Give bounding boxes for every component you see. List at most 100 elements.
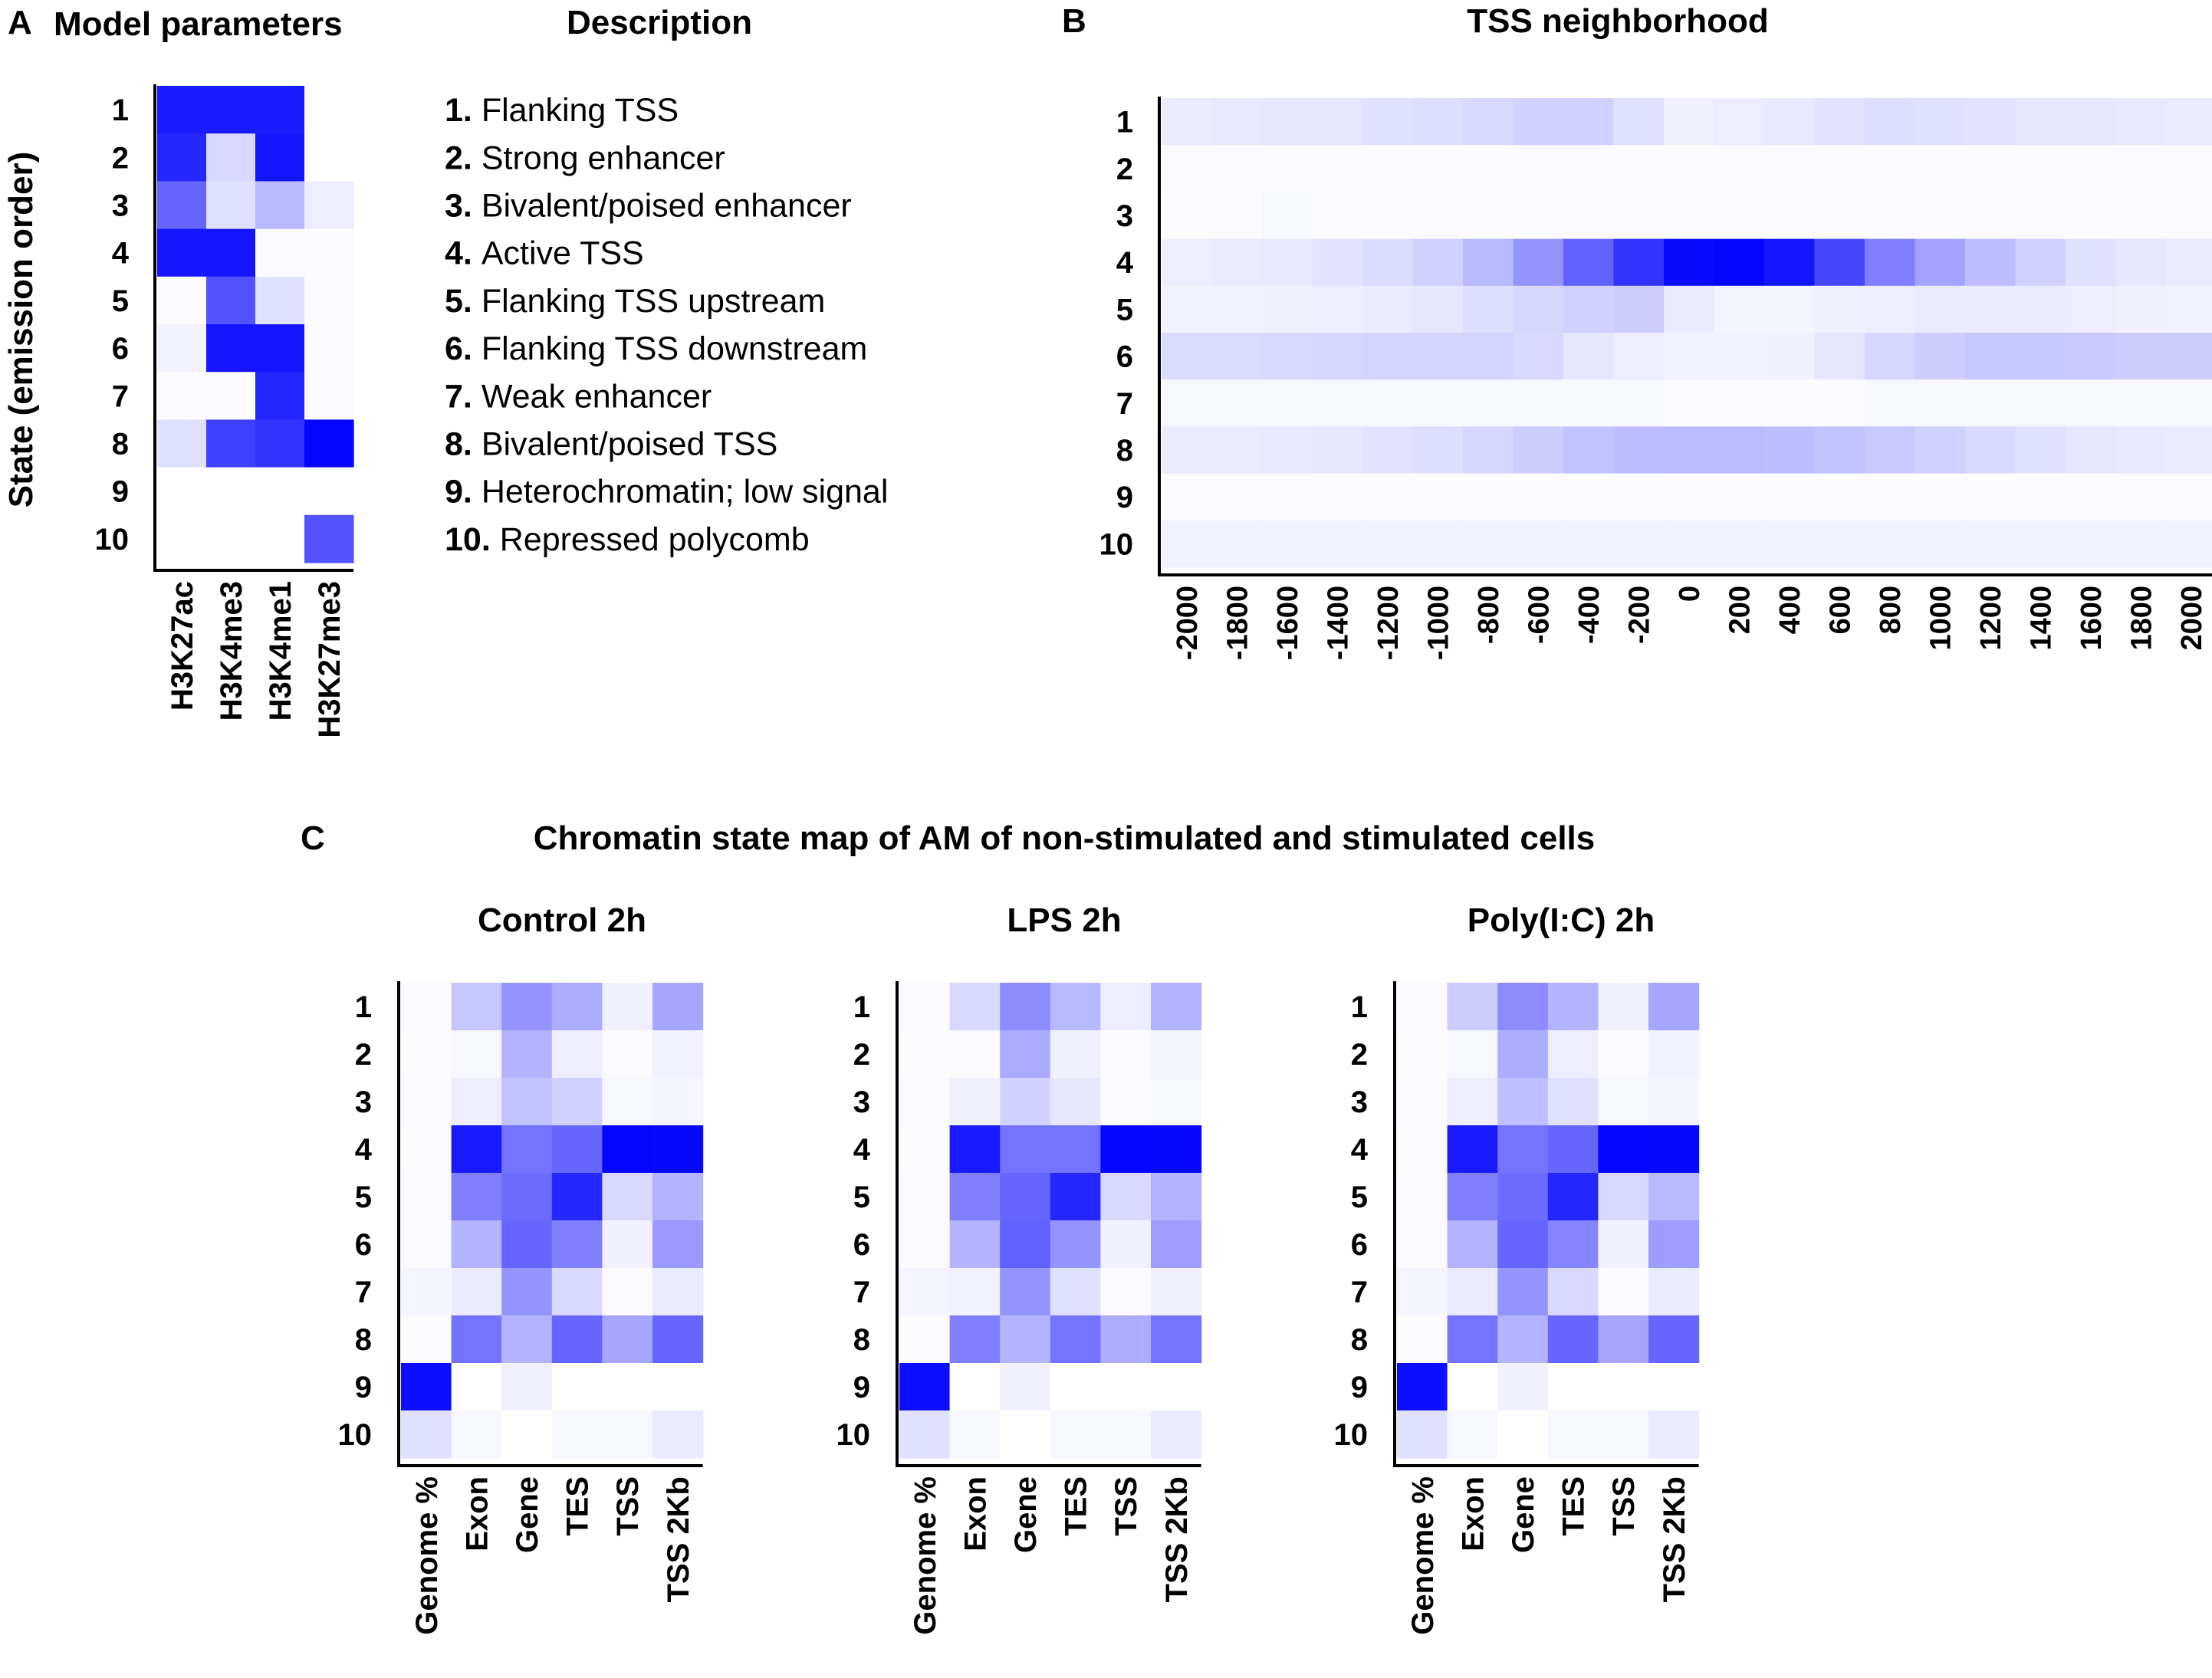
- panel-letter-b: B: [1062, 2, 1086, 40]
- heatmap-cell: [1547, 983, 1599, 1031]
- heatmap-cell: [206, 133, 256, 182]
- heatmap-cell: [1463, 285, 1514, 333]
- heatmap-cell: [1865, 98, 1916, 146]
- heatmap-cell: [1211, 333, 1263, 380]
- row-label: 9: [112, 475, 129, 509]
- heatmap-cell: [255, 324, 305, 373]
- heatmap-cell: [1965, 426, 2016, 475]
- heatmap-cell: [1312, 285, 1363, 333]
- heatmap-cell: [1100, 1315, 1152, 1364]
- heatmap-cell: [1714, 333, 1765, 380]
- heatmap-cell: [1865, 333, 1916, 380]
- heatmap-cell: [1497, 1363, 1549, 1411]
- heatmap-cell: [1648, 1078, 1700, 1126]
- heatmap-cell: [551, 1315, 603, 1364]
- heatmap-cell: [1362, 333, 1414, 380]
- heatmap-cell: [1312, 426, 1363, 475]
- column-label: TSS: [1607, 1476, 1641, 1536]
- heatmap-cell: [2066, 238, 2117, 287]
- heatmap-cell: [602, 1220, 653, 1269]
- heatmap-cell: [899, 1268, 951, 1316]
- heatmap-cell: [1714, 285, 1765, 333]
- heatmap-cell: [1100, 983, 1152, 1031]
- heatmap-cell: [1563, 520, 1615, 568]
- heatmap-cell: [1563, 426, 1615, 475]
- heatmap-cell: [1151, 1363, 1202, 1411]
- heatmap-cell: [1412, 285, 1464, 333]
- heatmap-cell: [1513, 98, 1564, 146]
- heatmap-cell: [1050, 1268, 1101, 1316]
- heatmap-cell: [1312, 192, 1363, 240]
- heatmap-cell: [304, 86, 354, 134]
- heatmap-cell: [451, 1220, 502, 1269]
- heatmap-cell: [1915, 145, 1966, 192]
- heatmap-cell: [652, 1268, 704, 1316]
- heatmap-cell: [1613, 520, 1665, 568]
- heatmap-cell: [451, 1268, 502, 1316]
- column-label: H3K27me3: [313, 581, 347, 738]
- row-label: 10: [1334, 1418, 1369, 1452]
- row-label: 8: [853, 1323, 870, 1357]
- heatmap-cell: [1362, 98, 1414, 146]
- column-label: 0: [1674, 586, 1706, 602]
- heatmap-cell: [551, 1363, 603, 1411]
- column-label: 1400: [2026, 586, 2058, 651]
- heatmap-cell: [1000, 1315, 1051, 1364]
- heatmap-cell: [2166, 379, 2212, 427]
- heatmap-cell: [602, 1173, 653, 1221]
- heatmap-cell: [1965, 333, 2016, 380]
- row-label: 2: [853, 1038, 870, 1072]
- heatmap-cell: [899, 983, 951, 1031]
- heatmap-cell: [1497, 1078, 1549, 1126]
- heatmap-cell: [1664, 192, 1715, 240]
- column-label: TSS 2Kb: [662, 1476, 695, 1602]
- heatmap-cell: [949, 983, 1001, 1031]
- row-label: 9: [1116, 481, 1133, 514]
- heatmap-cell: [2115, 238, 2167, 287]
- heatmap-cell: [1764, 473, 1816, 521]
- panel-a-title: Model parameters: [54, 5, 343, 43]
- heatmap-cell: [2066, 98, 2117, 146]
- column-label: 200: [1724, 586, 1757, 634]
- heatmap-cell: [401, 1030, 452, 1079]
- heatmap-cell: [1664, 379, 1715, 427]
- heatmap-cell: [1915, 379, 1966, 427]
- heatmap-cell: [602, 1363, 653, 1411]
- heatmap-cell: [255, 514, 305, 563]
- heatmap-cell: [1100, 1125, 1152, 1174]
- column-label: -800: [1473, 586, 1505, 644]
- row-label: 3: [1116, 199, 1133, 233]
- row-label: 4: [1116, 246, 1134, 280]
- column-label: -600: [1523, 586, 1556, 644]
- heatmap-cell: [401, 1363, 452, 1411]
- heatmap-cell: [1397, 983, 1448, 1031]
- row-label: 8: [355, 1323, 372, 1357]
- heatmap-cell: [1447, 1078, 1498, 1126]
- heatmap-cell: [1547, 1410, 1599, 1459]
- heatmap-cell: [1598, 1268, 1649, 1316]
- heatmap-cell: [602, 1410, 653, 1459]
- heatmap-cell: [1262, 333, 1313, 380]
- heatmap-cell: [1714, 473, 1765, 521]
- heatmap-cell: [1664, 145, 1715, 192]
- heatmap-cell: [1764, 238, 1816, 287]
- column-label: -1800: [1222, 586, 1254, 660]
- heatmap-cell: [2015, 238, 2066, 287]
- heatmap-cell: [157, 133, 207, 182]
- row-label: 10: [338, 1418, 373, 1452]
- heatmap-cell: [2066, 333, 2117, 380]
- row-label: 9: [1351, 1371, 1368, 1404]
- heatmap-cell: [1547, 1268, 1599, 1316]
- heatmap-cell: [1613, 285, 1665, 333]
- heatmap-cell: [1162, 192, 1213, 240]
- heatmap-cell: [1598, 1030, 1649, 1079]
- panel-a-ylabel: State (emission order): [2, 152, 40, 508]
- heatmap-cell: [1412, 379, 1464, 427]
- heatmap-cell: [1463, 426, 1514, 475]
- heatmap-cell: [1447, 1268, 1498, 1316]
- heatmap-cell: [1151, 1173, 1202, 1221]
- heatmap-cell: [1497, 1410, 1549, 1459]
- column-label: H3K4me3: [215, 581, 248, 721]
- heatmap-cell: [1613, 333, 1665, 380]
- row-label: 7: [1351, 1276, 1368, 1309]
